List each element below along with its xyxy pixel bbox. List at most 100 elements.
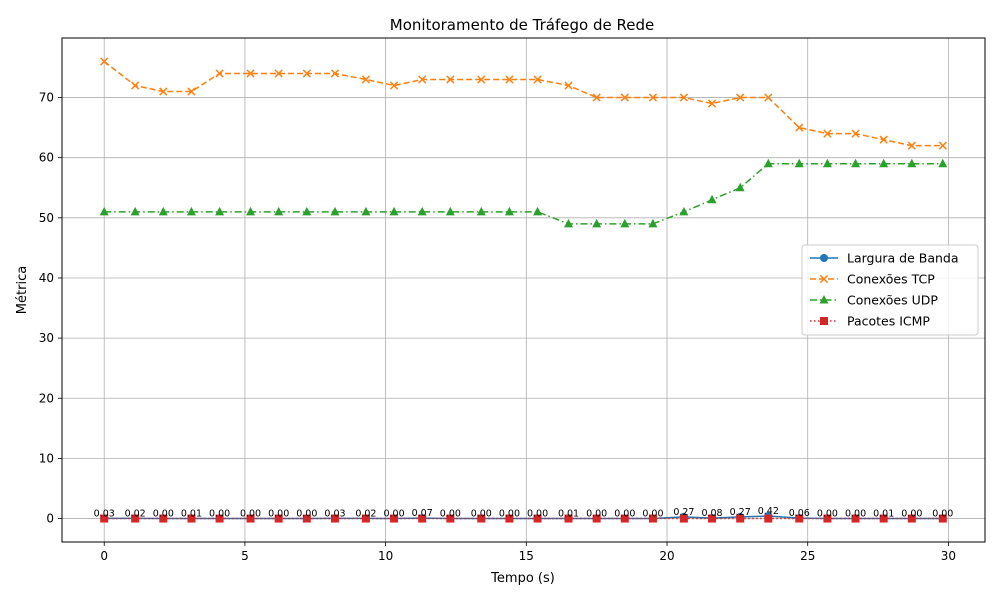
series-point — [795, 514, 804, 523]
y-tick-label: 70 — [39, 91, 54, 105]
data-label: 0.02 — [125, 508, 146, 519]
series-3 — [100, 514, 947, 523]
data-label: 0.03 — [94, 508, 115, 519]
series-point — [533, 514, 542, 523]
series-point — [707, 194, 717, 204]
series-point — [879, 514, 888, 523]
series-point — [851, 158, 861, 168]
x-tick-label: 15 — [519, 549, 534, 563]
series-point — [679, 93, 689, 102]
series-point — [186, 206, 196, 216]
series-layer — [99, 57, 948, 523]
series-point — [736, 514, 745, 523]
series-point — [795, 123, 804, 132]
data-label: 0.06 — [789, 508, 810, 519]
series-point — [533, 75, 542, 84]
series-point — [533, 206, 543, 216]
data-label: 0.00 — [296, 509, 317, 520]
series-point — [361, 206, 371, 216]
series-point — [648, 514, 657, 523]
series-point — [736, 93, 745, 102]
series-point — [477, 75, 486, 84]
series-point — [648, 218, 658, 228]
series-point — [274, 206, 284, 216]
series-point — [274, 514, 283, 523]
y-axis: 0 10 20 30 40 50 60 70 — [39, 91, 62, 526]
series-point — [417, 206, 427, 216]
series-point — [476, 206, 486, 216]
y-tick-label: 10 — [39, 451, 54, 465]
series-point — [131, 514, 140, 523]
series-point — [215, 69, 224, 78]
series-line — [103, 60, 943, 147]
series-point — [446, 75, 455, 84]
series-point — [390, 514, 399, 523]
series-point — [330, 69, 340, 78]
plot-frame — [61, 37, 986, 543]
series-point — [907, 514, 916, 523]
series-point — [707, 99, 717, 108]
data-label: 0.00 — [527, 509, 548, 520]
series-point — [763, 158, 773, 168]
y-tick-label: 40 — [39, 271, 54, 285]
series-point — [99, 206, 109, 216]
series-line — [104, 162, 943, 225]
series-point — [620, 514, 629, 523]
legend-label: Pacotes ICMP — [847, 314, 930, 329]
series-point — [907, 158, 917, 168]
legend-marker — [819, 295, 829, 304]
series-point — [159, 514, 168, 523]
series-point — [620, 218, 630, 228]
series-point — [274, 69, 283, 78]
series-point — [215, 206, 225, 216]
data-label: 0.03 — [324, 508, 345, 519]
series-point — [823, 514, 832, 523]
series-point — [592, 218, 602, 228]
series-point — [879, 158, 889, 168]
series-point — [938, 514, 947, 523]
series-point — [648, 93, 658, 102]
series-point — [187, 87, 196, 96]
series-point — [246, 206, 256, 216]
data-label: 0.27 — [673, 507, 694, 518]
data-label: 0.02 — [355, 508, 376, 519]
data-labels: 0.03 0.02 0.00 0.01 0.00 0.00 0.00 0.00 0.03 0.02… — [94, 506, 954, 520]
data-label: 0.00 — [642, 509, 663, 520]
series-point — [445, 206, 455, 216]
y-tick-label: 30 — [39, 331, 54, 345]
x-tick-label: 10 — [378, 549, 393, 563]
series-point — [764, 514, 773, 523]
series-1 — [100, 57, 947, 150]
chart-title: Monitoramento de Tráfego de Rede — [390, 16, 654, 34]
series-point — [302, 69, 311, 78]
series-2 — [99, 158, 948, 228]
series-point — [389, 81, 399, 90]
data-label: 0.01 — [873, 508, 894, 519]
series-point — [446, 514, 455, 523]
series-point — [246, 514, 255, 523]
x-tick-label: 5 — [241, 549, 249, 563]
series-point — [564, 81, 573, 90]
data-label: 0.00 — [383, 509, 404, 520]
data-label: 0.01 — [558, 508, 579, 519]
series-point — [361, 514, 370, 523]
series-point — [879, 135, 888, 144]
y-tick-label: 0 — [46, 512, 54, 526]
series-point — [418, 514, 427, 523]
series-point — [620, 93, 629, 102]
data-label: 0.00 — [817, 509, 838, 520]
data-label: 0.00 — [901, 509, 922, 520]
legend-label: Conexões TCP — [847, 272, 935, 287]
data-label: 0.07 — [412, 508, 433, 519]
series-point — [938, 158, 948, 168]
series-point — [735, 182, 745, 192]
series-point — [851, 129, 860, 138]
y-tick-label: 20 — [39, 391, 54, 405]
series-point — [389, 206, 399, 216]
series-point — [679, 206, 689, 216]
series-point — [100, 57, 109, 66]
series-point — [246, 69, 255, 78]
series-point — [131, 81, 140, 90]
data-label: 0.00 — [209, 509, 230, 520]
legend-box — [801, 244, 979, 336]
